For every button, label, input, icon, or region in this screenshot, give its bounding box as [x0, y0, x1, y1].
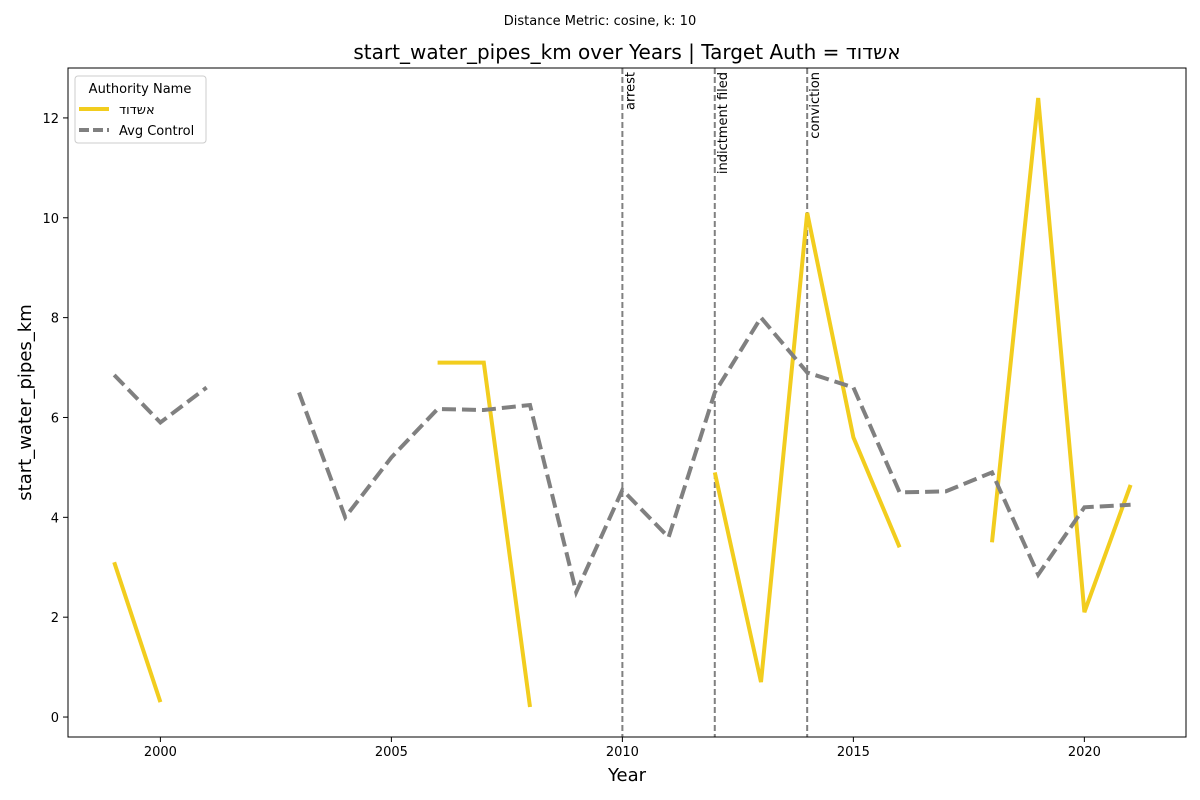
event-label-2: conviction	[808, 72, 823, 139]
x-tick-label-1: 2005	[375, 745, 408, 760]
event-label-0: arrest	[623, 72, 638, 110]
x-tick-label-0: 2000	[144, 745, 177, 760]
legend-box	[74, 75, 207, 144]
y-tick-label-4: 8	[51, 312, 59, 327]
series-0-segment-1	[437, 360, 532, 708]
x-axis-label: Year	[607, 765, 647, 786]
x-tick-label-4: 2020	[1068, 745, 1101, 760]
series-0-segment-2	[712, 212, 902, 683]
y-tick-label-5: 10	[42, 212, 59, 227]
y-tick-label-6: 12	[42, 112, 59, 127]
axes-layer: 2000 2005 2010 2015 2020 0 2 4 6 8 10 12	[42, 112, 1100, 760]
series-layer	[112, 97, 1133, 708]
y-tick-label-0: 0	[51, 711, 59, 726]
legend: Authority Name אשדוד Avg Control	[74, 75, 207, 144]
legend-label-ashdod: אשדוד	[119, 103, 155, 118]
series-0-segment-0	[112, 561, 163, 703]
event-label-1: indictment filed	[716, 72, 731, 174]
plot-area-frame	[67, 67, 1187, 738]
y-tick-label-3: 6	[51, 411, 59, 426]
y-tick-label-1: 2	[51, 611, 59, 626]
x-tick-label-2: 2010	[606, 745, 639, 760]
x-tick-label-3: 2015	[837, 745, 870, 760]
chart-title: start_water_pipes_km over Years | Target…	[353, 40, 901, 64]
legend-label-avg-control: Avg Control	[119, 124, 194, 139]
event-lines-layer: arrest indictment filed conviction	[621, 68, 823, 737]
series-1-segment-0	[112, 373, 208, 426]
legend-title: Authority Name	[89, 82, 192, 97]
y-tick-label-2: 4	[51, 511, 59, 526]
series-0-segment-3	[990, 97, 1133, 613]
series-1-segment-1	[297, 314, 1131, 599]
y-axis-label: start_water_pipes_km	[15, 304, 36, 500]
figure-suptitle: Distance Metric: cosine, k: 10	[503, 14, 697, 29]
